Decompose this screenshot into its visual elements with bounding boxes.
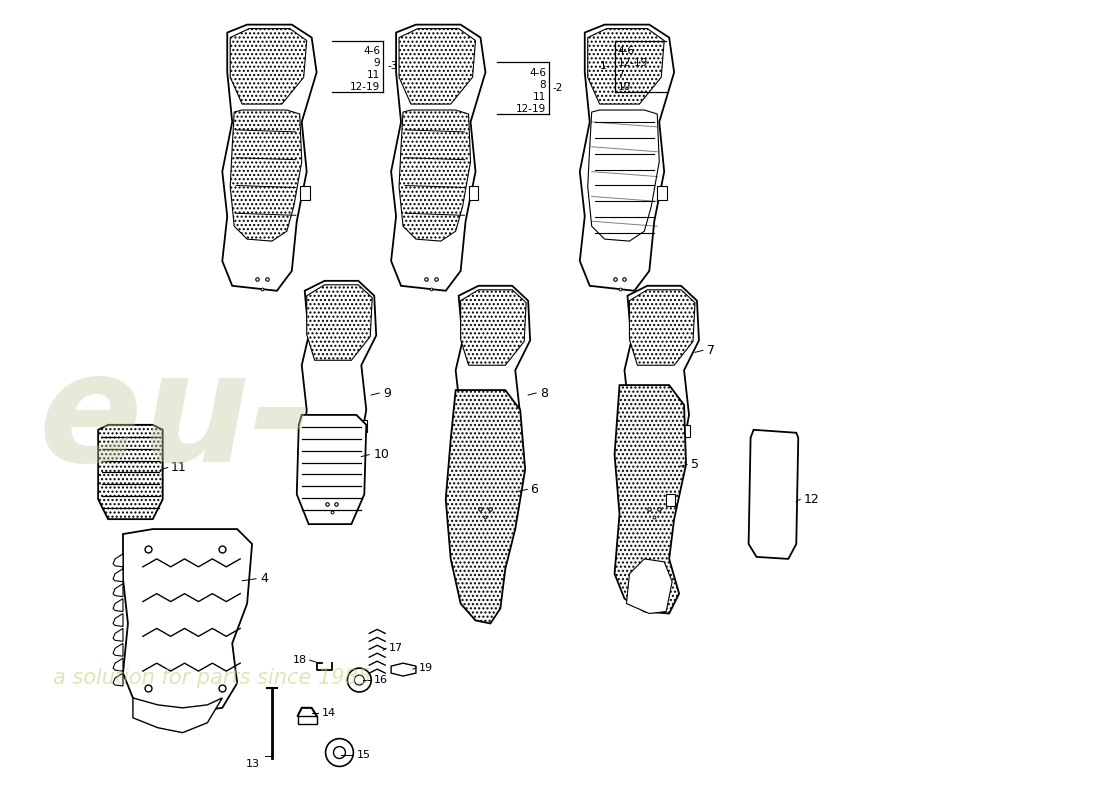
Polygon shape xyxy=(113,584,123,597)
Bar xyxy=(469,186,478,200)
Polygon shape xyxy=(580,25,674,290)
Text: 5: 5 xyxy=(691,458,698,471)
Polygon shape xyxy=(113,614,123,626)
Text: 1-: 1- xyxy=(601,62,610,71)
Polygon shape xyxy=(625,286,698,519)
Text: 19: 19 xyxy=(419,663,433,673)
Polygon shape xyxy=(113,554,123,567)
Polygon shape xyxy=(392,663,416,676)
Text: 15: 15 xyxy=(356,750,371,759)
Circle shape xyxy=(348,668,372,692)
Bar xyxy=(658,186,668,200)
Polygon shape xyxy=(399,110,471,241)
Polygon shape xyxy=(113,658,123,671)
Polygon shape xyxy=(587,110,659,241)
Polygon shape xyxy=(587,29,664,104)
Text: 12: 12 xyxy=(803,493,820,506)
Text: 9: 9 xyxy=(383,386,390,399)
Text: 18: 18 xyxy=(293,655,307,665)
Text: 11: 11 xyxy=(170,461,186,474)
Text: 11: 11 xyxy=(532,92,546,102)
Circle shape xyxy=(333,746,345,758)
Polygon shape xyxy=(297,415,366,524)
Text: 9: 9 xyxy=(374,58,381,68)
Circle shape xyxy=(326,738,353,766)
Text: 10: 10 xyxy=(617,82,630,92)
Polygon shape xyxy=(230,29,307,104)
Bar xyxy=(298,716,317,724)
Polygon shape xyxy=(461,290,526,366)
Bar xyxy=(513,425,521,437)
Text: -3: -3 xyxy=(387,62,397,71)
Polygon shape xyxy=(399,29,475,104)
Polygon shape xyxy=(113,643,123,656)
Bar xyxy=(359,420,367,432)
Polygon shape xyxy=(222,25,317,290)
Bar xyxy=(681,425,690,437)
Polygon shape xyxy=(307,285,372,360)
Text: eu-: eu- xyxy=(39,346,315,494)
Polygon shape xyxy=(123,529,252,713)
Polygon shape xyxy=(113,673,123,686)
Text: 4-6: 4-6 xyxy=(363,46,381,57)
Polygon shape xyxy=(615,385,686,614)
Text: 12-19: 12-19 xyxy=(617,58,648,68)
Text: 14: 14 xyxy=(321,708,336,718)
Text: 13: 13 xyxy=(246,759,260,770)
Bar xyxy=(667,494,675,506)
Text: 12-19: 12-19 xyxy=(516,104,546,114)
Polygon shape xyxy=(301,281,376,514)
Text: 4-6: 4-6 xyxy=(529,68,546,78)
Polygon shape xyxy=(629,290,695,366)
Text: 4-6: 4-6 xyxy=(617,46,635,57)
Polygon shape xyxy=(627,559,672,614)
Text: 11: 11 xyxy=(367,70,381,80)
Text: 7: 7 xyxy=(617,70,624,80)
Text: -2: -2 xyxy=(553,83,563,93)
Text: 8: 8 xyxy=(540,386,548,399)
Text: 4: 4 xyxy=(260,572,268,586)
Text: 7: 7 xyxy=(707,344,715,357)
Text: 8: 8 xyxy=(539,80,546,90)
Polygon shape xyxy=(98,425,163,519)
Polygon shape xyxy=(113,598,123,611)
Circle shape xyxy=(354,675,364,685)
Polygon shape xyxy=(230,110,301,241)
Text: 6: 6 xyxy=(530,483,538,496)
Polygon shape xyxy=(749,430,799,559)
Text: 10: 10 xyxy=(373,448,389,461)
Text: 16: 16 xyxy=(374,675,388,685)
Polygon shape xyxy=(392,25,485,290)
Polygon shape xyxy=(455,286,530,519)
Polygon shape xyxy=(113,569,123,582)
Polygon shape xyxy=(113,629,123,642)
Polygon shape xyxy=(446,390,525,623)
Bar xyxy=(299,186,310,200)
Text: 12-19: 12-19 xyxy=(350,82,381,92)
Text: 17: 17 xyxy=(389,643,404,654)
Text: a solution for parts since 1985: a solution for parts since 1985 xyxy=(54,668,372,688)
Polygon shape xyxy=(133,698,222,733)
